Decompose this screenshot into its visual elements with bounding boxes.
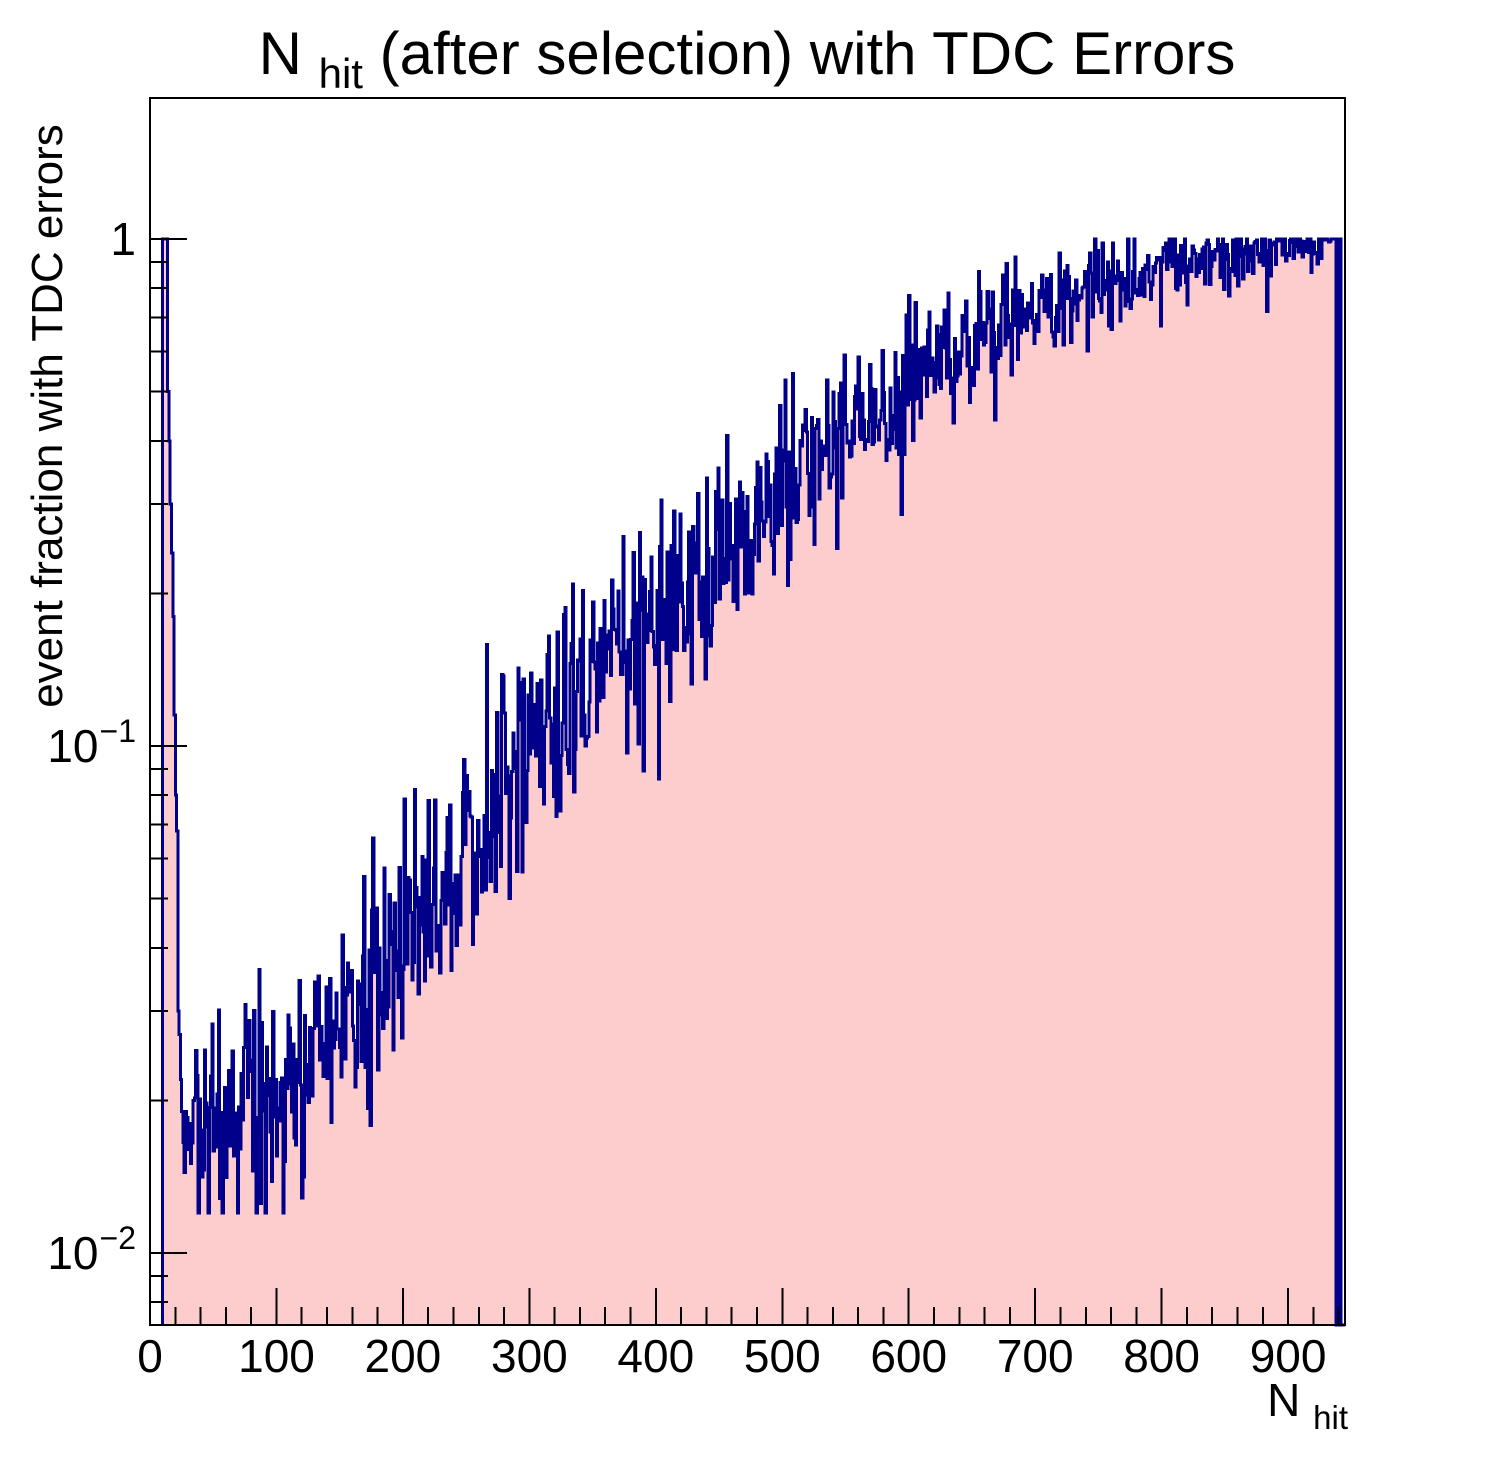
axis-layer bbox=[149, 97, 1346, 1326]
x-axis-tick-label: 200 bbox=[365, 1330, 442, 1382]
histogram-outline bbox=[161, 237, 1345, 1327]
chart-title-rest: (after selection) with TDC Errors bbox=[380, 20, 1236, 87]
chart-title: N hit (after selection) with TDC Errors bbox=[259, 20, 1236, 101]
x-axis-tick-label: 700 bbox=[997, 1330, 1074, 1382]
histogram-layer bbox=[161, 237, 1346, 1327]
y-axis-tick-label: 10−1 bbox=[47, 713, 136, 772]
x-axis-tick-label: 0 bbox=[137, 1330, 163, 1382]
x-axis-title-subscript: hit bbox=[1313, 1399, 1348, 1436]
y-tick-label-exponent: −2 bbox=[100, 1220, 136, 1256]
x-axis-tick-label: 500 bbox=[744, 1330, 821, 1382]
plot-frame bbox=[149, 97, 1346, 1326]
y-axis-title: event fraction with TDC errors bbox=[23, 124, 72, 708]
x-axis-tick-label: 800 bbox=[1123, 1330, 1200, 1382]
x-axis-tick-label: 100 bbox=[238, 1330, 315, 1382]
y-axis-tick-label: 1 bbox=[110, 213, 136, 265]
x-axis-title-main: N bbox=[1267, 1374, 1300, 1426]
y-tick-label-exponent: −1 bbox=[100, 713, 136, 749]
x-axis-tick-label: 600 bbox=[870, 1330, 947, 1382]
x-axis-tick-label: 300 bbox=[491, 1330, 568, 1382]
x-axis-tick-label: 900 bbox=[1250, 1330, 1327, 1382]
y-tick-label-base: 10 bbox=[47, 1227, 98, 1279]
x-axis-title: N hit bbox=[1267, 1374, 1348, 1436]
chart-title-subscript: hit bbox=[319, 50, 364, 97]
x-axis-tick-label: 400 bbox=[617, 1330, 694, 1382]
y-tick-label-base: 1 bbox=[110, 213, 136, 265]
y-tick-label-base: 10 bbox=[47, 720, 98, 772]
histogram-fill bbox=[162, 239, 1346, 1325]
chart-title-main: N bbox=[259, 20, 302, 87]
y-axis-tick-label: 10−2 bbox=[47, 1220, 136, 1279]
